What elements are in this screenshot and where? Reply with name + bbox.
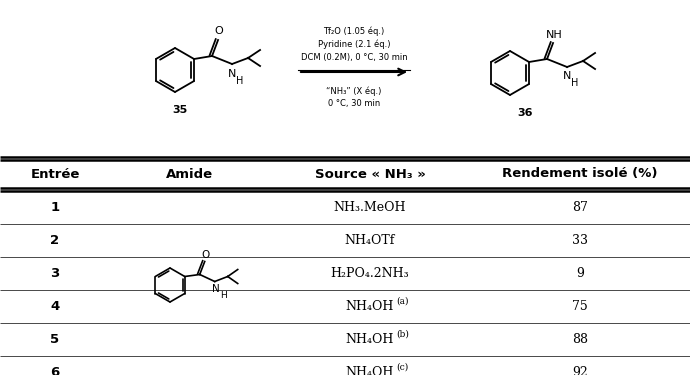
Text: O: O	[215, 26, 224, 36]
Text: 36: 36	[518, 108, 533, 118]
Text: 9: 9	[576, 267, 584, 280]
Text: 33: 33	[572, 234, 588, 247]
Text: NH₃.MeOH: NH₃.MeOH	[334, 201, 406, 214]
Text: Pyridine (2.1 éq.): Pyridine (2.1 éq.)	[318, 39, 391, 49]
Text: Entrée: Entrée	[30, 168, 79, 180]
Text: 1: 1	[50, 201, 59, 214]
Text: 92: 92	[572, 366, 588, 375]
Text: 2: 2	[50, 234, 59, 247]
Text: (a): (a)	[396, 297, 408, 306]
Text: H: H	[236, 76, 244, 86]
Text: Rendement isolé (%): Rendement isolé (%)	[502, 168, 658, 180]
Text: 5: 5	[50, 333, 59, 346]
Text: (b): (b)	[396, 330, 409, 339]
Text: N: N	[563, 71, 571, 81]
Text: 4: 4	[50, 300, 59, 313]
Text: H: H	[219, 291, 226, 300]
Text: 87: 87	[572, 201, 588, 214]
Text: 6: 6	[50, 366, 59, 375]
Text: 35: 35	[172, 105, 188, 115]
Text: Amide: Amide	[166, 168, 214, 180]
Text: N: N	[212, 284, 219, 294]
Text: “NH₃” (X éq.): “NH₃” (X éq.)	[326, 87, 382, 96]
Text: H₂PO₄.2NH₃: H₂PO₄.2NH₃	[331, 267, 409, 280]
Text: DCM (0.2M), 0 °C, 30 min: DCM (0.2M), 0 °C, 30 min	[301, 53, 407, 62]
Text: 75: 75	[572, 300, 588, 313]
Text: Source « NH₃ »: Source « NH₃ »	[315, 168, 426, 180]
Text: NH₄OH: NH₄OH	[346, 366, 394, 375]
Text: NH: NH	[546, 30, 562, 40]
Text: O: O	[201, 249, 210, 259]
Text: 88: 88	[572, 333, 588, 346]
Text: H: H	[571, 78, 578, 88]
Text: N: N	[228, 69, 236, 79]
Text: NH₄OH: NH₄OH	[346, 333, 394, 346]
Text: Tf₂O (1.05 éq.): Tf₂O (1.05 éq.)	[324, 27, 384, 36]
Text: 3: 3	[50, 267, 59, 280]
Text: NH₄OH: NH₄OH	[346, 300, 394, 313]
Text: NH₄OTf: NH₄OTf	[345, 234, 395, 247]
Text: (c): (c)	[396, 363, 408, 372]
Text: 0 °C, 30 min: 0 °C, 30 min	[328, 99, 380, 108]
